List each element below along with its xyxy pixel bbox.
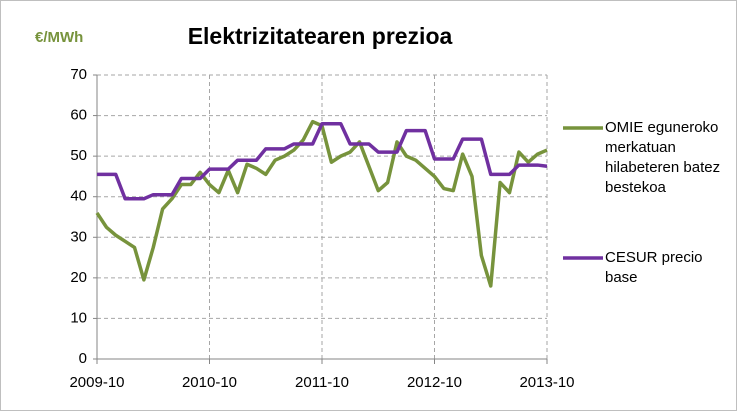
x-tick-label: 2013-10 [519, 374, 574, 391]
x-tick-label: 2010-10 [182, 374, 237, 391]
y-tick-label: 40 [70, 188, 87, 205]
y-tick-label: 0 [79, 350, 87, 367]
legend-label: OMIE eguneroko merkatuan hilabeteren bat… [605, 119, 721, 196]
x-tick-label: 2009-10 [69, 374, 124, 391]
y-tick-label: 30 [70, 228, 87, 245]
y-tick-label: 50 [70, 147, 87, 164]
y-tick-label: 10 [70, 309, 87, 326]
y-tick-label: 20 [70, 269, 87, 286]
x-tick-label: 2012-10 [407, 374, 462, 391]
x-tick-label: 2011-10 [295, 374, 349, 391]
y-tick-label: 60 [70, 107, 87, 124]
y-tick-label: 70 [70, 66, 87, 83]
legend-label: CESUR precio base [605, 249, 703, 286]
series-line [97, 121, 548, 201]
y-axis-unit: €/MWh [35, 29, 83, 46]
chart-title: Elektrizitatearen prezioa [188, 23, 453, 49]
